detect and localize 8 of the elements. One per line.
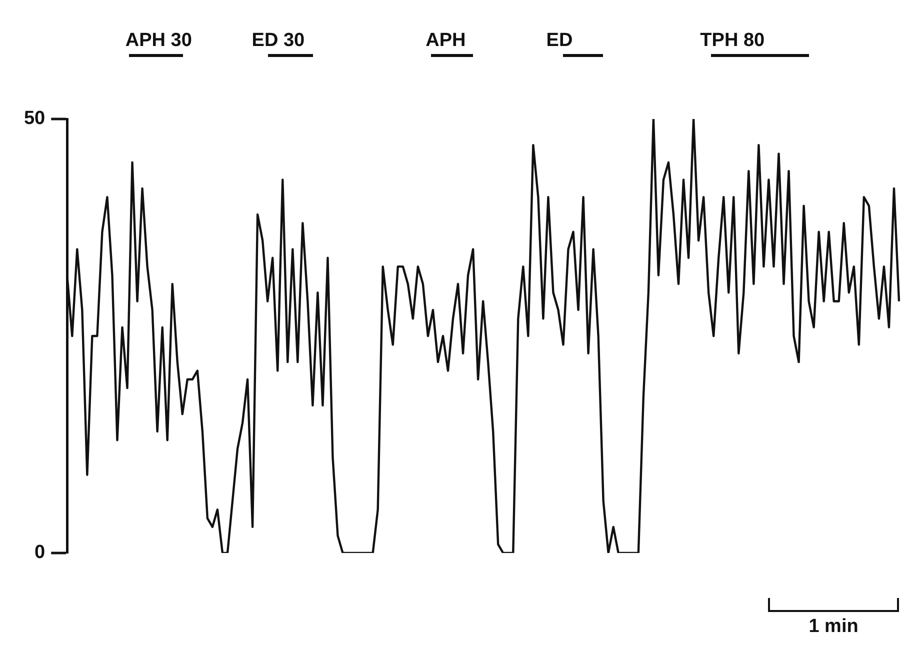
y-tick-label: 50 bbox=[24, 108, 46, 130]
text: APH bbox=[426, 30, 466, 52]
text: 1 min bbox=[808, 616, 860, 638]
text: TPH 80 bbox=[700, 30, 765, 52]
text: ED bbox=[546, 30, 573, 52]
text: ED 30 bbox=[252, 30, 305, 52]
text: APH 30 bbox=[125, 30, 192, 52]
y-tick-label: 0 bbox=[34, 542, 46, 564]
